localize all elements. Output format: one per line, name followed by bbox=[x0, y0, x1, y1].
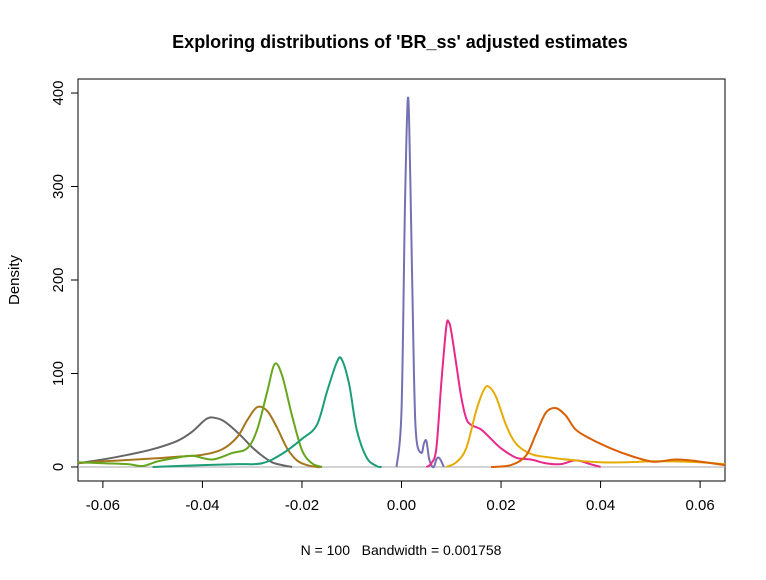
y-tick-label: 300 bbox=[50, 174, 67, 199]
x-tick-label: 0.00 bbox=[387, 497, 416, 514]
x-axis-label: N = 100 Bandwidth = 0.001758 bbox=[301, 542, 502, 558]
series-layer bbox=[77, 96, 726, 469]
y-axis-label: Density bbox=[6, 254, 23, 305]
density-series-line-2 bbox=[77, 405, 322, 469]
x-tick-label: -0.06 bbox=[86, 497, 120, 514]
y-tick-label: 400 bbox=[50, 81, 67, 106]
density-series-line-6 bbox=[425, 319, 601, 468]
y-tick-label: 200 bbox=[50, 267, 67, 292]
density-series-line-3 bbox=[77, 362, 323, 468]
density-series-line-7 bbox=[445, 385, 726, 468]
x-tick-label: 0.04 bbox=[586, 497, 615, 514]
x-tick-label: 0.02 bbox=[486, 497, 515, 514]
density-series-line-5 bbox=[395, 96, 445, 469]
x-tick-label: -0.04 bbox=[185, 497, 219, 514]
x-axis: -0.06 -0.04 -0.02 0.00 0.02 0.04 0.06 bbox=[86, 481, 715, 514]
density-series-line-8 bbox=[490, 406, 726, 468]
x-tick-label: 0.06 bbox=[686, 497, 715, 514]
chart-title: Exploring distributions of 'BR_ss' adjus… bbox=[172, 32, 628, 52]
y-axis: 0 100 200 300 400 bbox=[50, 81, 78, 471]
density-series-line-4 bbox=[152, 356, 382, 469]
y-tick-label: 0 bbox=[50, 463, 67, 471]
density-series-line-1 bbox=[77, 416, 293, 468]
x-tick-label: -0.02 bbox=[285, 497, 319, 514]
y-tick-label: 100 bbox=[50, 361, 67, 386]
